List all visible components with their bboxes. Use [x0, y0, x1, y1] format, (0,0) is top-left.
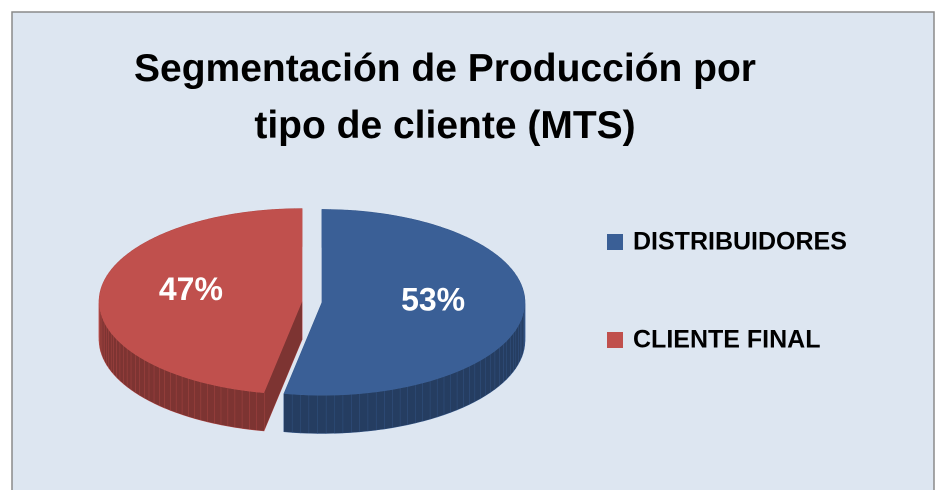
slice-side-shade [154, 365, 160, 406]
slice-side-shade [375, 390, 385, 431]
slice-side-shade [159, 367, 165, 409]
slice [99, 208, 303, 393]
slice-side-shade [429, 379, 437, 420]
slice-side-shade [499, 344, 504, 386]
slice-side-shade [176, 374, 183, 415]
slice-side-shade [149, 362, 155, 404]
slice-side-shade [515, 326, 519, 369]
slice-side-shade [317, 395, 326, 434]
slice-side-shade [104, 323, 107, 365]
slice-side-shade [135, 354, 140, 396]
slice-side-shade [116, 339, 121, 381]
slice-side-shade [103, 320, 105, 362]
slice-side-shade [194, 380, 202, 421]
slice-side-shade [494, 347, 500, 390]
slice-side-shade [139, 357, 145, 399]
slice-side-shade [503, 340, 507, 383]
slice-side-shade [106, 326, 109, 369]
slice-side-shade [513, 330, 516, 372]
chart-title: Segmentación de Producción por tipo de c… [134, 47, 756, 147]
slice-side-shade [469, 363, 475, 405]
slice-side-shade [463, 366, 470, 408]
slice-side-shade [490, 351, 495, 393]
slice-side-shade [264, 301, 303, 431]
slice-side-shade [384, 389, 393, 429]
slice [283, 209, 525, 396]
slice-side-shade [164, 370, 171, 411]
slice-side-shade [325, 395, 335, 434]
slice-side-shade [131, 351, 136, 393]
slice-side-shade [309, 395, 318, 434]
slice-side-shade [123, 345, 128, 387]
legend-label: DISTRIBUIDORES [633, 228, 847, 256]
slice-side-shade [407, 385, 416, 425]
slice-side-shade [249, 391, 257, 431]
slice-side-shade [182, 376, 189, 417]
slice-side-shade [334, 394, 343, 434]
slice-side-shade [450, 371, 457, 413]
slice-side-shade [127, 348, 132, 390]
slice-side-shade [359, 393, 368, 432]
slice-side-shade [228, 388, 236, 428]
slice-side-shade [235, 389, 243, 429]
slice-side-shade [242, 390, 250, 430]
slice-side-shade [214, 385, 222, 425]
slice-side-shade [170, 372, 177, 413]
data-label: 53% [401, 282, 465, 318]
slice-side-shade [392, 388, 400, 428]
slice-side-shade [485, 354, 491, 396]
slice-side-shade [201, 382, 208, 422]
slice-side-shade [520, 318, 522, 361]
slice-side-shade [188, 378, 195, 419]
legend-swatch [607, 234, 623, 250]
slice-side-shade [300, 394, 310, 434]
slice-side-shade [456, 369, 464, 410]
slice-side-shade [144, 360, 150, 401]
slice-side-shade [480, 357, 486, 399]
slice-side-shade [474, 360, 481, 402]
legend-swatch [607, 332, 623, 348]
slice-side-shade [342, 394, 352, 433]
slice-side-shade [510, 333, 514, 376]
slice-side-shade [113, 336, 117, 378]
slice-side-shade [443, 374, 451, 415]
slice-side-shade [521, 315, 524, 357]
slice-side-shade [256, 392, 265, 431]
slice-side-shade [207, 383, 215, 424]
slice-side-shade [283, 393, 293, 433]
legend-label: CLIENTE FINAL [633, 326, 821, 354]
data-label: 47% [159, 271, 223, 307]
slice-side-shade [436, 376, 444, 418]
slice-side-shade [111, 333, 114, 375]
slice-side-shade [422, 381, 430, 422]
slice-side-shade [367, 392, 376, 432]
slice-side-shade [108, 330, 112, 372]
slice-side-shade [399, 386, 408, 427]
slice-side-shade [221, 386, 229, 427]
slice-side-shade [351, 393, 360, 433]
slice-side-shade [415, 383, 423, 424]
slice-side [317, 395, 327, 434]
slice-side-shade [120, 342, 124, 384]
slice-side-shade [292, 394, 301, 433]
slice-side-shade [518, 322, 521, 365]
slice-side-shade [101, 316, 104, 359]
slice-side-shade [506, 337, 511, 379]
